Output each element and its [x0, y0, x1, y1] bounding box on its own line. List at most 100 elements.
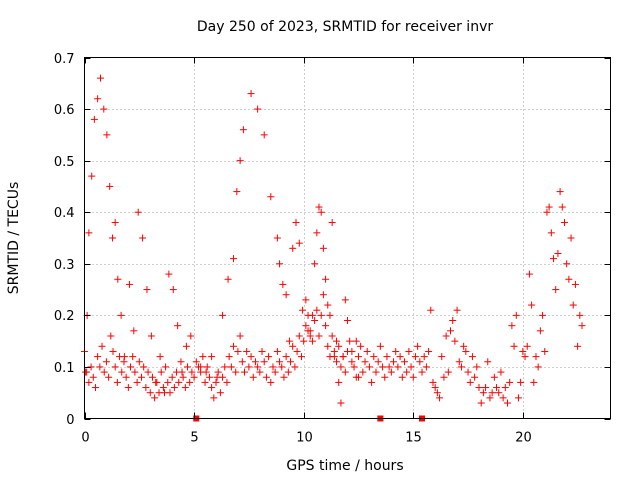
data-point [313, 306, 321, 314]
data-point [109, 234, 117, 242]
x-tick-label: 20 [515, 431, 532, 446]
data-point [398, 373, 406, 381]
data-point [335, 342, 343, 350]
data-point [213, 373, 221, 381]
y-tick-label: 0.3 [54, 258, 75, 273]
y-tick-label: 0.6 [54, 103, 75, 118]
data-point [350, 363, 358, 371]
data-point [91, 384, 99, 392]
data-point [517, 378, 525, 386]
data-point [311, 260, 319, 268]
data-point [308, 311, 316, 319]
data-point [287, 358, 295, 366]
data-point [482, 384, 490, 392]
data-point [403, 368, 411, 376]
data-point [295, 239, 303, 247]
data-point [177, 358, 185, 366]
data-point [265, 353, 273, 361]
data-point [322, 275, 330, 283]
data-point [85, 378, 93, 386]
data-point [243, 347, 251, 355]
data-point [442, 332, 450, 340]
data-point [297, 353, 305, 361]
data-point [96, 74, 104, 82]
data-point [227, 363, 235, 371]
data-point [418, 368, 426, 376]
data-point [249, 373, 257, 381]
data-point [315, 203, 323, 211]
x-tick-label: 10 [296, 431, 313, 446]
data-point [576, 311, 584, 319]
data-point [230, 255, 238, 263]
data-point [337, 363, 345, 371]
data-point [254, 363, 262, 371]
data-point [169, 286, 177, 294]
data-point [335, 378, 343, 386]
data-point [223, 378, 231, 386]
data-point [374, 358, 382, 366]
data-point [143, 286, 151, 294]
data-point [333, 358, 341, 366]
data-point [396, 353, 404, 361]
data-point [174, 322, 182, 330]
data-point [179, 373, 187, 381]
data-point [457, 363, 465, 371]
data-point [102, 358, 110, 366]
data-point [125, 280, 133, 288]
data-point [233, 188, 241, 196]
data-point [387, 368, 395, 376]
data-point [289, 342, 297, 350]
data-point [558, 203, 566, 211]
data-point [190, 373, 198, 381]
data-point [224, 275, 232, 283]
x-tick-label: 0 [81, 431, 89, 446]
data-point [282, 291, 290, 299]
data-point [473, 363, 481, 371]
data-point [560, 219, 568, 227]
data-point [267, 378, 275, 386]
data-point [205, 373, 213, 381]
data-point [383, 353, 391, 361]
y-axis-label: SRMTID / TECUs [6, 182, 22, 295]
data-point [182, 342, 190, 350]
data-point [539, 311, 547, 319]
data-point [273, 234, 281, 242]
x-tick-label: 5 [190, 431, 198, 446]
data-point [532, 353, 540, 361]
data-point [197, 363, 205, 371]
data-point [390, 358, 398, 366]
data-point [282, 353, 290, 361]
data-point [85, 229, 93, 237]
y-tick-label: 0.2 [54, 309, 75, 324]
data-point [245, 363, 253, 371]
data-point [348, 347, 356, 355]
data-point [134, 208, 142, 216]
data-point [477, 399, 485, 407]
data-point [122, 373, 130, 381]
data-point [271, 368, 279, 376]
data-point [247, 90, 255, 98]
data-point [578, 322, 586, 330]
data-point [124, 384, 132, 392]
data-point [238, 358, 246, 366]
data-point [276, 358, 284, 366]
data-point [488, 389, 496, 397]
data-point [528, 301, 536, 309]
data-point [429, 378, 437, 386]
data-point [451, 337, 459, 345]
data-point [135, 358, 143, 366]
data-point [519, 347, 527, 355]
data-point [433, 389, 441, 397]
data-point [118, 368, 126, 376]
data-point [90, 115, 98, 123]
data-point [293, 347, 301, 355]
data-point [475, 384, 483, 392]
y-tick-label: 0.1 [54, 361, 75, 376]
data-point [455, 358, 463, 366]
data-point [170, 384, 178, 392]
data-point [319, 244, 327, 252]
data-point [436, 394, 444, 402]
data-point [276, 260, 284, 268]
data-point [127, 363, 135, 371]
data-point [365, 363, 373, 371]
